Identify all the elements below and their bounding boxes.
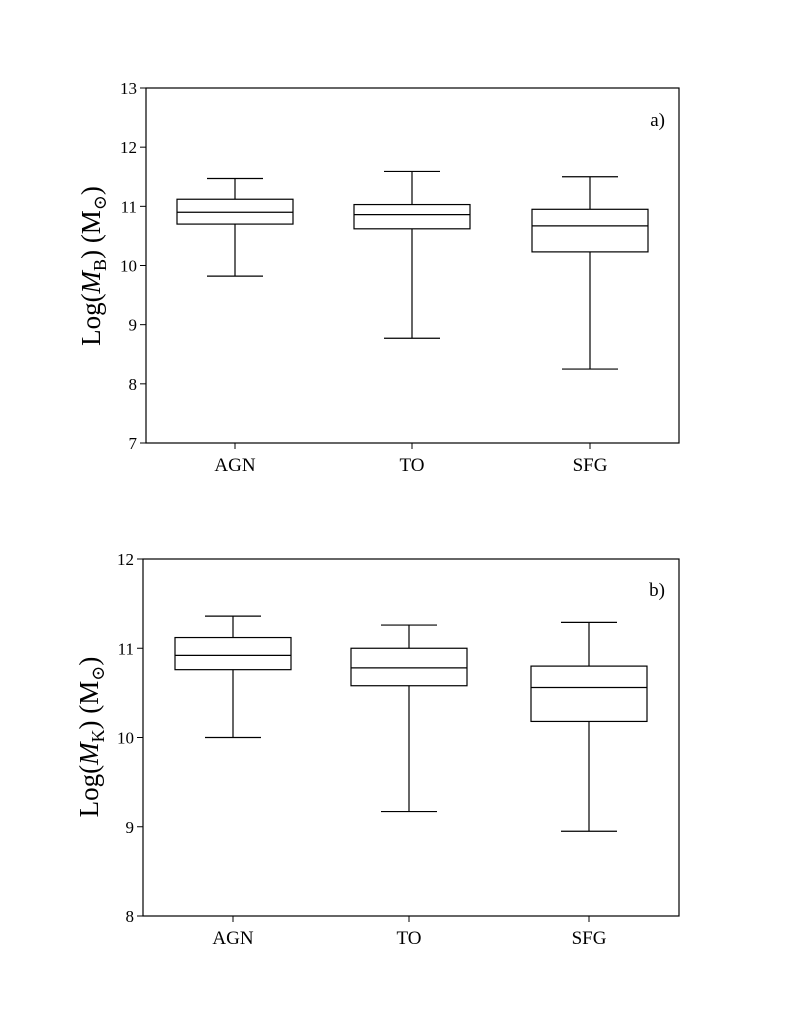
box-series [176,170,649,370]
iqr-box [350,647,468,687]
x-category-label: AGN [212,928,253,949]
y-tick-label: 8 [129,375,138,394]
x-category-label: TO [400,455,425,476]
panel-label: b) [649,580,665,601]
y-axis-label: Log(MK) (M⊙) [74,657,108,818]
x-category-label: TO [397,928,422,949]
y-tick-label: 10 [120,257,137,276]
ylabel-suffix: ) [76,186,106,195]
box-agn [174,615,292,739]
box-to [350,624,468,813]
ylabel-middle: ) (M [74,681,104,730]
x-category-label: SFG [573,455,608,476]
ylabel-prefix: Log( [76,293,106,345]
y-tick-label: 10 [117,729,134,748]
box-agn [176,177,294,277]
x-axis-categories: AGN TO SFG [212,916,607,949]
x-category-label: AGN [214,455,255,476]
y-axis-ticks: 7 8 9 10 11 12 13 [120,79,146,453]
y-tick-label: 7 [129,434,138,453]
ylabel-italic: M [76,269,106,294]
y-tick-label: 8 [126,907,135,926]
box-to [353,170,471,339]
y-tick-label: 12 [120,138,137,157]
panel-label: a) [650,110,665,131]
panel-b: b) 8 9 10 11 12 AGN TO SFG Log(MK) (M⊙) [74,550,680,949]
ylabel-sun-subscript: ⊙ [88,666,108,681]
ylabel-subscript: B [90,259,110,271]
x-axis-categories: AGN TO SFG [214,443,608,476]
y-tick-label: 12 [117,550,134,569]
y-axis-label: Log(MB) (M⊙) [76,186,110,346]
box-sfg [530,621,648,832]
x-category-label: SFG [572,928,607,949]
y-tick-label: 11 [118,639,134,658]
box-sfg [531,176,649,370]
iqr-box [174,636,292,671]
ylabel-suffix: ) [74,657,104,666]
box-series [174,615,648,832]
y-tick-label: 11 [121,197,137,216]
ylabel-subscript: K [88,729,108,742]
y-tick-label: 9 [126,818,135,837]
ylabel-prefix: Log( [74,765,104,817]
iqr-box [530,665,648,723]
y-tick-label: 13 [120,79,137,98]
iqr-box [353,203,471,230]
y-tick-label: 9 [129,316,138,335]
ylabel-italic: M [74,741,104,766]
ylabel-sun-subscript: ⊙ [90,195,110,210]
panel-a: a) 7 8 9 10 11 12 13 AGN TO SFG Log(MB) (M⊙) [76,79,680,476]
y-axis-ticks: 8 9 10 11 12 [117,550,143,926]
ylabel-middle: ) (M [76,210,106,259]
iqr-box [531,208,649,253]
